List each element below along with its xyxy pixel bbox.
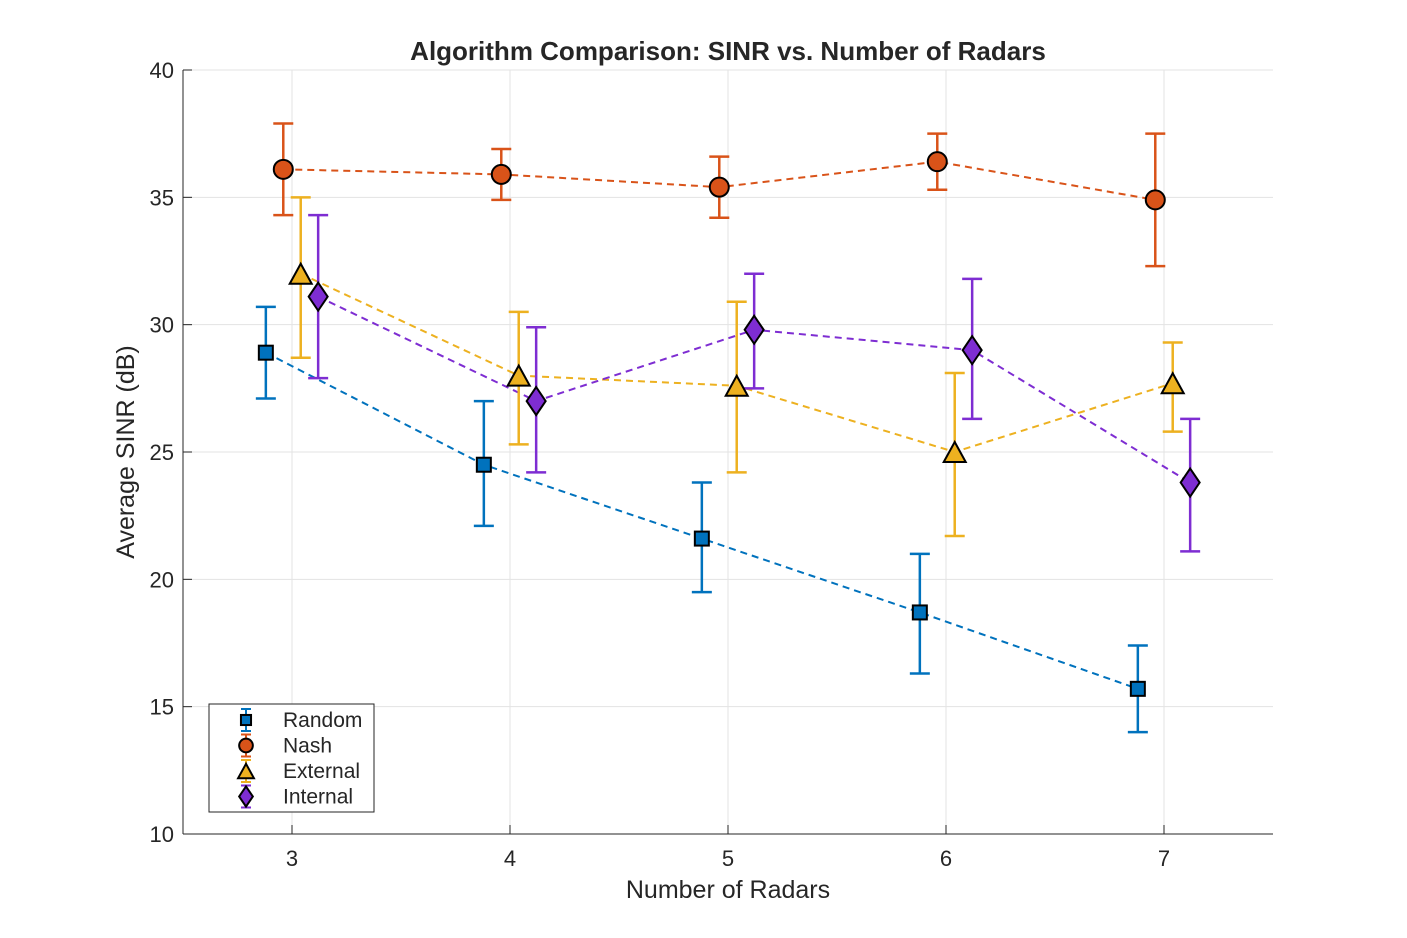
legend-label-random: Random xyxy=(283,709,362,732)
legend-box xyxy=(208,703,375,813)
y-tick-label: 20 xyxy=(150,567,174,592)
data-point-random xyxy=(693,530,710,547)
data-point-internal xyxy=(307,280,329,313)
data-point-internal xyxy=(743,313,765,346)
data-point-nash xyxy=(708,176,730,198)
data-point-internal xyxy=(961,334,983,366)
data-point-nash xyxy=(1144,189,1166,211)
x-tick-label: 3 xyxy=(286,846,298,871)
legend-marker-external-icon xyxy=(236,761,256,780)
y-tick-label: 15 xyxy=(150,695,174,720)
x-tick-label: 4 xyxy=(504,846,516,871)
x-tick-label: 7 xyxy=(1158,846,1170,871)
legend-entry-external: External xyxy=(236,759,360,783)
data-point-random xyxy=(257,344,274,361)
legend-entry-internal: Internal xyxy=(237,784,353,809)
data-point-internal xyxy=(525,385,547,417)
legend-entry-random: Random xyxy=(239,708,362,732)
legend-marker-random-icon xyxy=(239,713,253,727)
data-point-external xyxy=(942,439,968,463)
data-point-random xyxy=(1129,680,1146,697)
y-tick-label: 30 xyxy=(150,313,174,338)
y-axis-label: Average SINR (dB) xyxy=(112,345,140,559)
legend-label-external: External xyxy=(283,760,360,783)
data-point-random xyxy=(911,604,928,621)
legend-label-nash: Nash xyxy=(283,735,332,758)
x-axis-label: Number of Radars xyxy=(626,876,830,904)
legend-label-internal: Internal xyxy=(283,786,353,809)
data-point-random xyxy=(475,456,492,473)
data-point-nash xyxy=(272,158,294,180)
series-line-random xyxy=(265,351,1139,690)
legend-marker-nash-icon xyxy=(238,737,254,754)
legend-marker-internal-icon xyxy=(237,784,255,809)
y-tick-label: 35 xyxy=(150,185,174,210)
grid xyxy=(183,69,1273,835)
data-point-external xyxy=(288,261,314,285)
data-point-nash xyxy=(926,151,948,173)
chart-title: Algorithm Comparison: SINR vs. Number of… xyxy=(410,36,1046,66)
data-markers xyxy=(257,151,1201,697)
data-point-internal xyxy=(1179,466,1201,499)
tick-labels: 3 4 5 6 7 10 15 20 25 30 35 40 xyxy=(150,58,1171,871)
y-tick-label: 40 xyxy=(150,58,174,83)
axes xyxy=(182,69,1273,835)
x-tick-label: 5 xyxy=(722,846,734,871)
y-tick-label: 10 xyxy=(150,822,174,847)
legend-entry-nash: Nash xyxy=(238,733,332,758)
data-point-external xyxy=(506,363,532,387)
x-tick-label: 6 xyxy=(940,846,952,871)
data-point-external xyxy=(1160,371,1186,395)
y-tick-label: 25 xyxy=(150,440,174,465)
data-point-nash xyxy=(490,163,512,185)
data-point-external xyxy=(724,373,750,397)
